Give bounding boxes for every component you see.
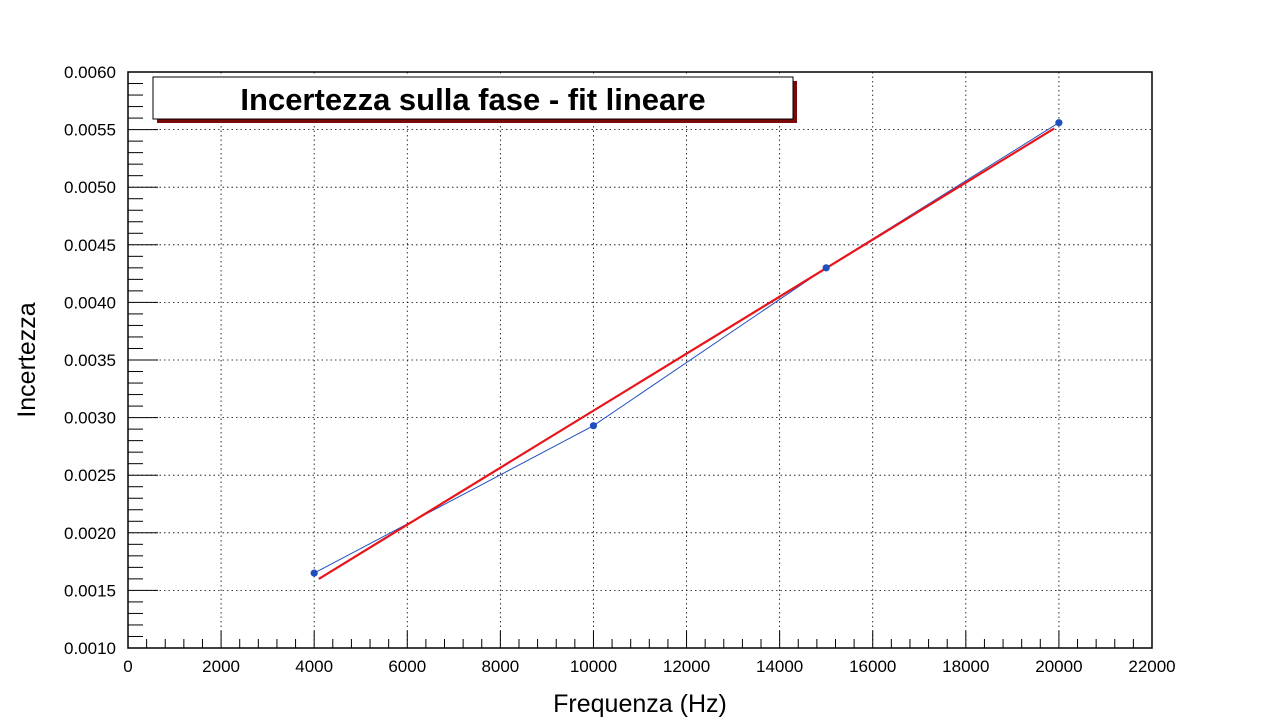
x-tick-label: 10000 <box>570 657 617 676</box>
x-tick-label: 14000 <box>756 657 803 676</box>
chart-title: Incertezza sulla fase - fit lineare <box>240 82 705 117</box>
x-tick-label: 16000 <box>849 657 896 676</box>
grid <box>128 72 1152 648</box>
x-tick-label: 8000 <box>481 657 519 676</box>
title-box: Incertezza sulla fase - fit lineare <box>152 76 797 123</box>
x-tick-label: 20000 <box>1035 657 1082 676</box>
y-tick-label: 0.0060 <box>64 63 116 82</box>
y-tick-label: 0.0055 <box>64 121 116 140</box>
data-point <box>310 569 318 577</box>
y-tick-labels: 0.0010 0.0015 0.0020 0.0025 0.0030 0.0035 0.00… <box>64 63 116 658</box>
y-tick-label: 0.0040 <box>64 293 116 312</box>
y-tick-label: 0.0015 <box>64 581 116 600</box>
y-axis-title: Incertezza <box>13 302 41 417</box>
x-tick-labels: 0 2000 4000 6000 8000 10000 12000 14000 16000 180… <box>123 657 1175 676</box>
x-tick-label: 2000 <box>202 657 240 676</box>
data-point <box>1055 119 1063 127</box>
y-tick-label: 0.0010 <box>64 639 116 658</box>
y-tick-label: 0.0035 <box>64 351 116 370</box>
data-line <box>313 122 1060 574</box>
fit-line <box>318 127 1055 580</box>
data-point <box>822 264 830 272</box>
x-tick-label: 4000 <box>295 657 333 676</box>
y-tick-label: 0.0025 <box>64 466 116 485</box>
series-layer <box>310 119 1063 580</box>
x-tick-label: 6000 <box>388 657 426 676</box>
y-tick-label: 0.0030 <box>64 409 116 428</box>
y-tick-label: 0.0045 <box>64 236 116 255</box>
axis-ticks <box>127 71 1153 649</box>
x-tick-label: 0 <box>123 657 132 676</box>
x-tick-label: 22000 <box>1128 657 1175 676</box>
y-tick-label: 0.0050 <box>64 178 116 197</box>
x-tick-label: 12000 <box>663 657 710 676</box>
x-axis-title: Frequenza (Hz) <box>553 690 727 718</box>
x-tick-label: 18000 <box>942 657 989 676</box>
y-tick-label: 0.0020 <box>64 524 116 543</box>
data-point <box>589 422 598 430</box>
